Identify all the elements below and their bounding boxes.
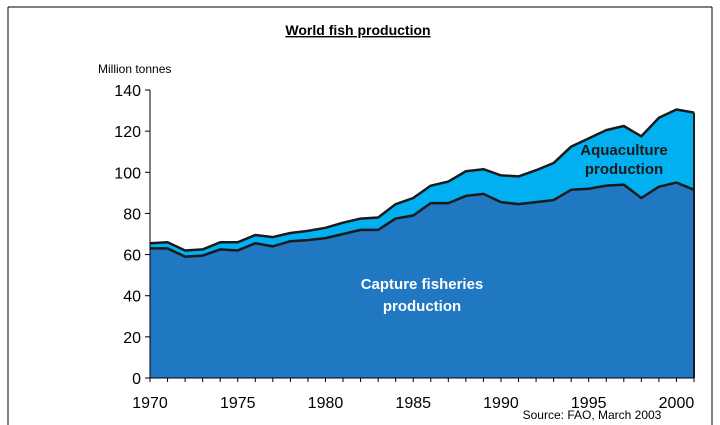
aquaculture-area <box>150 109 694 257</box>
aquaculture-label-line: Aquaculture <box>580 142 668 159</box>
aquaculture-top-line <box>149 108 695 252</box>
chart-title: World fish production <box>285 22 430 38</box>
x-tick-label: 2000 <box>659 395 695 412</box>
source-note: Source: FAO, March 2003 <box>523 408 662 422</box>
y-tick-label: 100 <box>114 165 141 182</box>
y-tick-label: 40 <box>123 289 141 306</box>
x-tick-label: 1980 <box>308 395 344 412</box>
capture-fisheries-label: Capture fisheries production <box>361 276 484 315</box>
y-tick-label: 0 <box>132 371 141 388</box>
y-tick-label: 120 <box>114 124 141 141</box>
y-tick-label: 80 <box>123 206 141 223</box>
x-tick-label: 1990 <box>483 395 519 412</box>
capture-fisheries-area <box>150 182 694 378</box>
y-tick-label: 60 <box>123 248 141 265</box>
aquaculture-label-line: production <box>585 161 663 178</box>
y-axis-label: Million tonnes <box>98 62 171 76</box>
capture-fisheries-label-line: production <box>383 298 461 315</box>
x-tick-label: 1995 <box>571 395 607 412</box>
y-tick-label: 20 <box>123 330 141 347</box>
capture-fisheries-label-line: Capture fisheries <box>361 276 484 293</box>
x-tick-label: 1975 <box>220 395 256 412</box>
x-tick-label: 1970 <box>132 395 168 412</box>
plot-area: 0 20 40 60 80 100 120 140 1970 1975 1980 1985 1990 19… <box>114 83 695 412</box>
y-tick-label: 140 <box>114 83 141 100</box>
capture-top-line <box>150 181 695 258</box>
x-tick-label: 1985 <box>395 395 431 412</box>
aquaculture-label: Aquaculture production <box>580 142 668 178</box>
